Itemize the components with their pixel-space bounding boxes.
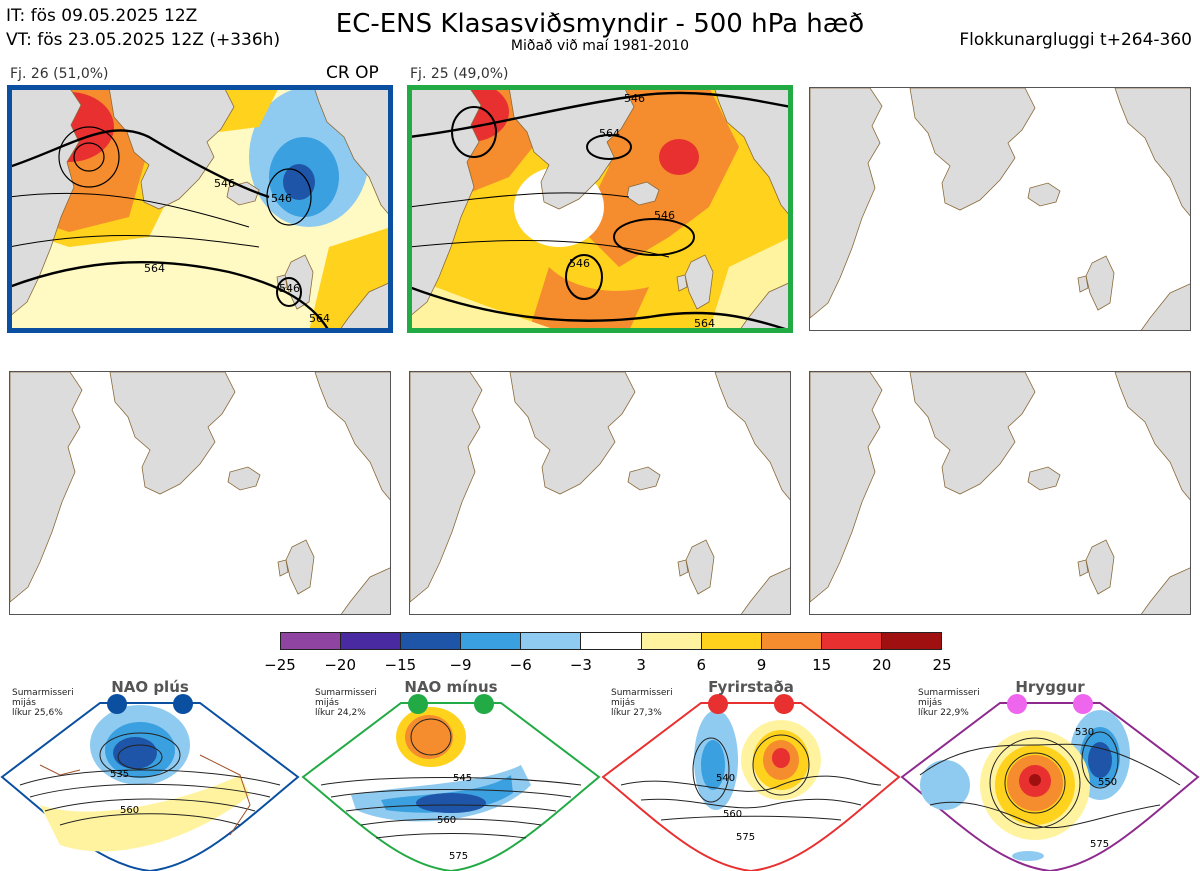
contour-label: 546 [624,92,645,105]
contour-label: 546 [654,209,675,222]
regime-contour-label: 560 [437,815,456,826]
colorbar-bin [521,633,582,649]
regime-info-line: Sumarmisseri [315,688,377,698]
regime-map: 535 560 [0,694,300,871]
regime-info-line: líkur 24,2% [315,708,366,718]
regime-name: NAO mínus [404,678,498,696]
colorbar-bin [821,633,882,649]
contour-label: 564 [694,317,715,330]
cluster-panel-5 [409,371,791,615]
colorbar-ticks: −25 −20 −15 −9 −6 −3 3 6 9 15 20 25 [264,656,951,674]
cluster-panel-1: 564 546 546 546 564 [9,87,391,331]
contour-label: 546 [569,257,590,270]
regime-info-line: mijás [918,698,942,708]
regime-contour-label: 540 [716,773,735,784]
classification-window: Flokkunargluggi t+264-360 [959,30,1192,50]
colorbar-tick: −15 [384,656,417,674]
regime-name: Hryggur [1015,678,1085,696]
cluster-map-1: 564 546 546 546 564 [9,87,391,331]
regime-info-line: mijás [315,698,339,708]
regime-info-line: Sumarmisseri [611,688,673,698]
regime-info: Sumarmisseri mijás líkur 22,9% [918,688,980,718]
contour-label: 546 [279,282,300,295]
colorbar-bin [641,633,702,649]
panel-label: Fj. 26 (51,0%) [10,66,109,82]
colorbar-tick: −9 [449,656,472,674]
cluster-panel-6 [809,371,1191,615]
regime-hryggur: 530 550 575 Hryggur Sumarmisseri mijás l… [900,675,1200,871]
colorbar-tick: 3 [636,656,646,674]
regime-contour-label: 560 [723,809,742,820]
colorbar-bin [881,633,942,649]
colorbar-bin [461,633,522,649]
colorbar-bin [701,633,762,649]
regime-info: Sumarmisseri mijás líkur 24,2% [315,688,377,718]
colorbar-tick: −25 [264,656,296,674]
regime-info-line: Sumarmisseri [918,688,980,698]
colorbar-tick: 20 [872,656,892,674]
colorbar-bin [281,633,342,649]
contour-label: 564 [599,127,620,140]
cluster-map-2: 546 564 546 546 564 [409,87,791,331]
cluster-panel-2: 546 564 546 546 564 [409,87,791,331]
regime-nao-plus: 535 560 NAO plús Sumarmisseri mijás líku… [0,675,300,871]
regime-map: 545 560 575 [301,694,601,871]
regime-contour-label: 560 [120,805,139,816]
regime-info-line: mijás [611,698,635,708]
colorbar-bin [581,633,642,649]
regime-map: 530 550 575 [900,694,1200,871]
valid-time: VT: fös 23.05.2025 12Z (+336h) [6,30,281,50]
regime-map: 540 560 575 [601,694,901,871]
colorbar-tick: −3 [569,656,592,674]
empty-map-6 [810,372,1190,614]
panel-label: Fj. 25 (49,0%) [410,66,509,82]
regime-name: Fyrirstaða [708,678,794,696]
init-time: IT: fös 09.05.2025 12Z [6,6,198,26]
regime-info: Sumarmisseri mijás líkur 25,6% [12,688,74,718]
regime-info-line: mijás [12,698,36,708]
regime-info: Sumarmisseri mijás líkur 27,3% [611,688,673,718]
colorbar-tick: 15 [812,656,832,674]
regime-contour-label: 535 [110,769,129,780]
colorbar-bin [761,633,822,649]
page-subtitle: Miðað við maí 1981-2010 [510,38,690,54]
empty-map-3 [810,88,1190,330]
regime-contour-label: 530 [1075,727,1094,738]
cluster-panel-4 [9,371,391,615]
cluster-panel-3 [809,87,1191,331]
regime-name: NAO plús [111,678,189,696]
colorbar-tick: 9 [756,656,767,674]
colorbar [280,632,942,650]
regime-info-line: Sumarmisseri [12,688,74,698]
colorbar-tick: 25 [932,656,952,674]
regime-info-line: líkur 22,9% [918,708,969,718]
contour-label: 564 [144,262,165,275]
contour-label: 546 [271,192,292,205]
colorbar-bin [341,633,402,649]
page-title: EC-ENS Klasasviðsmyndir - 500 hPa hæð [335,9,865,39]
regime-fyrirstada: 540 560 575 Fyrirstaða Sumarmisseri mijá… [601,675,901,871]
colorbar-tick: −6 [509,656,532,674]
regime-info-line: líkur 27,3% [611,708,662,718]
regime-contour-label: 575 [736,832,755,843]
colorbar-bin [401,633,462,649]
regime-info-line: líkur 25,6% [12,708,63,718]
empty-map-5 [410,372,790,614]
regime-contour-label: 575 [1090,839,1109,850]
colorbar-tick: −20 [324,656,356,674]
contour-label: 564 [309,312,330,325]
regime-contour-label: 545 [453,773,472,784]
regime-contour-label: 575 [449,851,468,862]
colorbar-tick: 6 [696,656,707,674]
empty-map-4 [10,372,390,614]
regime-contour-label: 550 [1098,777,1117,788]
header-info: IT: fös 09.05.2025 12Z VT: fös 23.05.202… [6,4,280,52]
control-run-tag: CR OP [326,63,379,83]
regime-nao-minus: 545 560 575 NAO mínus Sumarmisseri mijás… [301,675,601,871]
contour-label: 546 [214,177,235,190]
